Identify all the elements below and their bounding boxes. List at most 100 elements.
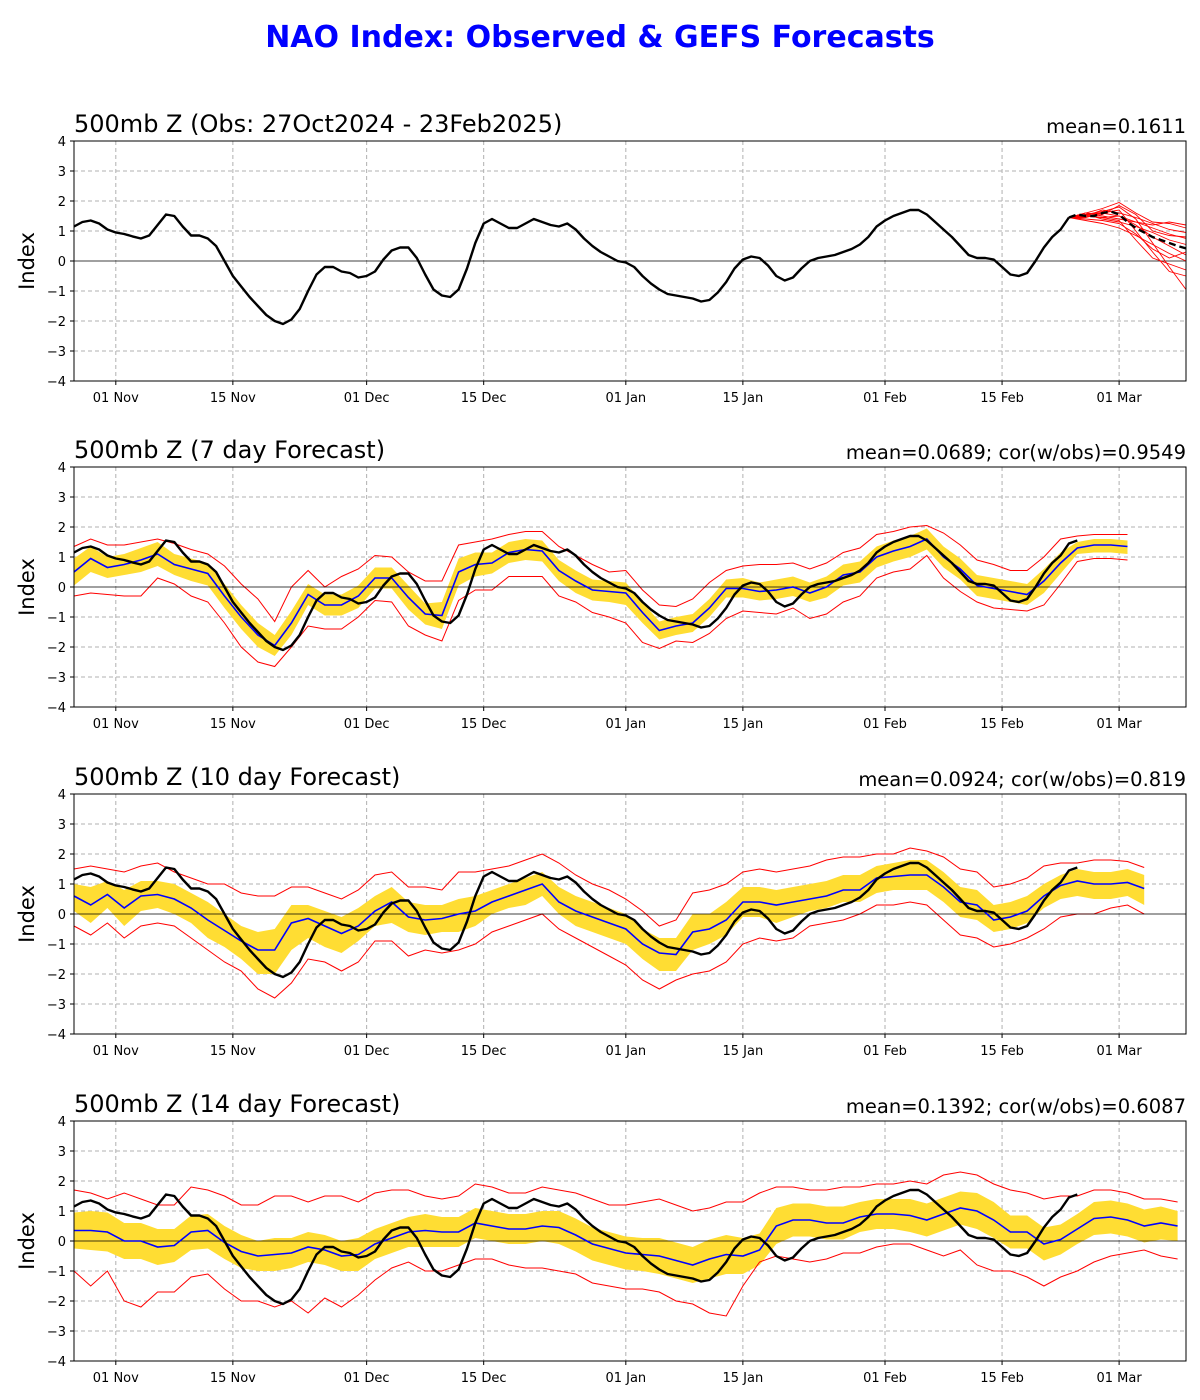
x-tick-label: 01 Nov bbox=[93, 391, 139, 406]
x-tick-label: 01 Nov bbox=[93, 717, 139, 732]
y-tick-label: 1 bbox=[58, 1205, 66, 1220]
ensemble-member-line bbox=[1068, 217, 1187, 259]
ensemble-member-line bbox=[1068, 202, 1187, 229]
panel-observed: 4 3 2 1 0 −1 −2 −3 −4 01 Nov 15 Nov 01 Dec 15 Dec 01 … bbox=[15, 110, 1187, 406]
y-tick-label: 1 bbox=[58, 551, 66, 566]
x-tick-label: 15 Nov bbox=[210, 391, 256, 406]
y-tick-label: 3 bbox=[58, 491, 66, 506]
panel-title: 500mb Z (10 day Forecast) bbox=[74, 763, 400, 791]
y-tick-label: 0 bbox=[58, 1235, 66, 1250]
y-tick-label: −3 bbox=[47, 1325, 66, 1340]
y-tick-label: −4 bbox=[47, 1355, 66, 1370]
x-tick-label: 01 Feb bbox=[863, 1371, 907, 1386]
x-tick-label: 15 Dec bbox=[461, 1371, 507, 1386]
y-tick-label: 4 bbox=[58, 1115, 66, 1130]
ensemble-member-line bbox=[1068, 209, 1187, 277]
envelope-lower-line bbox=[73, 1243, 1178, 1317]
y-tick-label: 4 bbox=[58, 461, 66, 476]
ensemble-mean-line bbox=[73, 874, 1145, 956]
ensemble-member-line bbox=[1068, 204, 1187, 238]
panel-title: 500mb Z (14 day Forecast) bbox=[74, 1090, 400, 1118]
panel-14day: 4 3 2 1 0 −1 −2 −3 −4 01 Nov 15 Nov 01 Dec 15 Dec 01 … bbox=[15, 1090, 1187, 1386]
x-tick-label: 15 Feb bbox=[980, 717, 1024, 732]
y-tick-label: 0 bbox=[58, 255, 66, 270]
y-tick-label: −2 bbox=[47, 315, 66, 330]
x-tick-label: 01 Jan bbox=[605, 391, 646, 406]
spread-band bbox=[74, 860, 1145, 974]
observed-line bbox=[73, 208, 1070, 326]
y-tick-label: −2 bbox=[47, 641, 66, 656]
x-tick-label: 15 Feb bbox=[980, 1371, 1024, 1386]
x-tick-label: 01 Jan bbox=[605, 1044, 646, 1059]
y-tick-label: −4 bbox=[47, 1028, 66, 1043]
y-axis-label: Index bbox=[15, 558, 39, 616]
y-tick-label: −2 bbox=[47, 1295, 66, 1310]
x-tick-label: 01 Nov bbox=[93, 1044, 139, 1059]
y-tick-label: 2 bbox=[58, 195, 66, 210]
panel-title: 500mb Z (7 day Forecast) bbox=[74, 436, 385, 464]
y-tick-label: −1 bbox=[47, 611, 66, 626]
ensemble-member-line bbox=[1068, 209, 1187, 233]
main-title: NAO Index: Observed & GEFS Forecasts bbox=[265, 20, 935, 55]
x-tick-label: 01 Jan bbox=[605, 1371, 646, 1386]
x-tick-label: 01 Mar bbox=[1097, 1044, 1143, 1059]
x-tick-label: 01 Nov bbox=[93, 1371, 139, 1386]
x-tick-label: 01 Mar bbox=[1097, 391, 1143, 406]
y-axis-label: Index bbox=[15, 232, 39, 290]
panel-stat: mean=0.1611 bbox=[1046, 115, 1186, 138]
x-tick-label: 15 Nov bbox=[210, 717, 256, 732]
y-axis-label: Index bbox=[15, 885, 39, 943]
observed-line bbox=[73, 861, 1078, 979]
y-axis-label: Index bbox=[15, 1212, 39, 1270]
y-tick-label: 0 bbox=[58, 581, 66, 596]
ensemble-member-line bbox=[1068, 215, 1187, 271]
ensemble-member-line bbox=[1068, 217, 1187, 262]
x-tick-label: 15 Nov bbox=[210, 1044, 256, 1059]
y-tick-label: −4 bbox=[47, 375, 66, 390]
x-tick-label: 15 Nov bbox=[210, 1371, 256, 1386]
y-tick-label: 3 bbox=[58, 1145, 66, 1160]
panel-7day: 4 3 2 1 0 −1 −2 −3 −4 01 Nov 15 Nov 01 Dec 15 Dec 01 … bbox=[15, 436, 1187, 732]
observed-line bbox=[73, 1188, 1078, 1306]
y-tick-label: −4 bbox=[47, 701, 66, 716]
spread-band bbox=[74, 528, 1128, 656]
y-tick-label: −3 bbox=[47, 345, 66, 360]
y-tick-label: 3 bbox=[58, 818, 66, 833]
x-tick-label: 15 Dec bbox=[461, 391, 507, 406]
y-tick-label: −3 bbox=[47, 998, 66, 1013]
x-tick-label: 01 Feb bbox=[863, 1044, 907, 1059]
y-tick-label: 4 bbox=[58, 135, 66, 150]
envelope-lower-line bbox=[73, 554, 1128, 668]
x-tick-label: 15 Dec bbox=[461, 717, 507, 732]
y-tick-label: −1 bbox=[47, 938, 66, 953]
x-tick-label: 01 Dec bbox=[344, 391, 390, 406]
y-tick-label: 0 bbox=[58, 908, 66, 923]
y-tick-label: −1 bbox=[47, 1265, 66, 1280]
y-tick-label: −2 bbox=[47, 968, 66, 983]
observed-line bbox=[73, 534, 1078, 652]
y-tick-label: 3 bbox=[58, 165, 66, 180]
x-tick-label: 15 Jan bbox=[723, 717, 764, 732]
envelope-upper-line bbox=[73, 524, 1128, 623]
panel-10day: 4 3 2 1 0 −1 −2 −3 −4 01 Nov 15 Nov 01 Dec 15 Dec 01 … bbox=[15, 763, 1187, 1059]
panel-title: 500mb Z (Obs: 27Oct2024 - 23Feb2025) bbox=[74, 110, 562, 138]
x-tick-label: 15 Feb bbox=[980, 391, 1024, 406]
y-tick-label: 2 bbox=[58, 521, 66, 536]
y-tick-label: 2 bbox=[58, 1175, 66, 1190]
x-tick-label: 01 Mar bbox=[1097, 717, 1143, 732]
y-tick-label: −1 bbox=[47, 285, 66, 300]
panel-stat: mean=0.0924; cor(w/obs)=0.819 bbox=[858, 768, 1186, 791]
x-tick-label: 01 Dec bbox=[344, 717, 390, 732]
panel-stat: mean=0.1392; cor(w/obs)=0.6087 bbox=[846, 1095, 1186, 1118]
y-tick-label: −3 bbox=[47, 671, 66, 686]
x-tick-label: 01 Dec bbox=[344, 1371, 390, 1386]
y-tick-label: 4 bbox=[58, 788, 66, 803]
x-tick-label: 15 Feb bbox=[980, 1044, 1024, 1059]
panel-stat: mean=0.0689; cor(w/obs)=0.9549 bbox=[846, 441, 1186, 464]
ensemble-mean-line bbox=[74, 1207, 1178, 1266]
envelope-upper-line bbox=[73, 847, 1145, 927]
envelope-upper-line bbox=[73, 1171, 1178, 1212]
x-tick-label: 01 Mar bbox=[1097, 1371, 1143, 1386]
x-tick-label: 15 Jan bbox=[723, 391, 764, 406]
x-tick-label: 01 Feb bbox=[863, 717, 907, 732]
